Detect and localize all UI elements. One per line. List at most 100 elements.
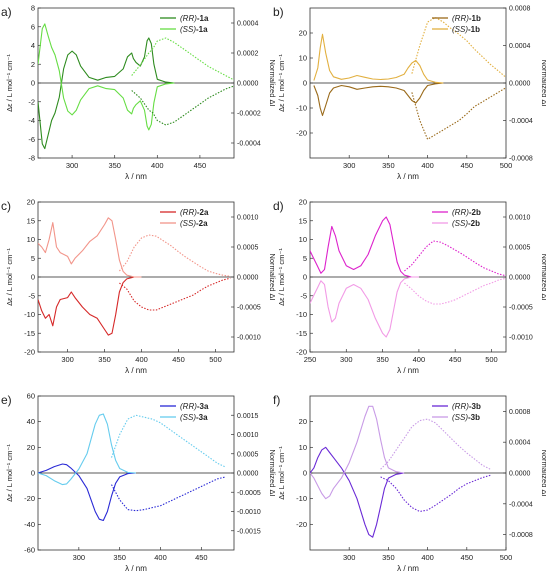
y2-tick-label: 0.0005 bbox=[509, 245, 531, 252]
panel-a: a) 300 350 400 450 -8 -6 -4 -2 0 2 4 6 8 -0.0004 -0.000… bbox=[1, 4, 277, 182]
y2-tick-label: 0.0005 bbox=[237, 245, 259, 252]
y2-tick-label: -0.0008 bbox=[509, 532, 533, 539]
y-tick-label: 0 bbox=[303, 273, 307, 282]
y2-tick-label: -0.0004 bbox=[509, 118, 533, 125]
y-tick-label: 10 bbox=[299, 235, 307, 244]
y2-axis-title: Normalized ΔI bbox=[540, 59, 546, 106]
x-tick-label: 500 bbox=[485, 355, 498, 364]
series-line bbox=[411, 87, 506, 140]
y-tick-label: 10 bbox=[299, 443, 307, 452]
y-tick-label: 0 bbox=[303, 79, 307, 88]
x-axis-title: λ / nm bbox=[125, 366, 147, 375]
x-tick-label: 500 bbox=[209, 355, 222, 364]
series-line bbox=[404, 240, 506, 277]
y2-tick-label: 0.0010 bbox=[237, 432, 259, 439]
y2-tick-label: 0.0000 bbox=[237, 275, 259, 282]
panel-d: d) 250 300 350 400 450 500 -20 -15 -10 -5 0 5 10 15 20 -… bbox=[273, 198, 546, 376]
panel-label: f) bbox=[273, 393, 280, 407]
y-tick-label: -20 bbox=[24, 494, 35, 503]
series-group bbox=[38, 413, 227, 522]
series-line bbox=[111, 476, 226, 512]
x-tick-label: 400 bbox=[151, 161, 164, 170]
y-tick-label: 20 bbox=[299, 29, 307, 38]
x-tick-label: 350 bbox=[98, 355, 111, 364]
y-axis-title: Δε / L mol⁻¹ cm⁻¹ bbox=[277, 248, 286, 306]
legend-entry: (RR)-1a bbox=[180, 14, 209, 23]
y-tick-label: 0 bbox=[303, 469, 307, 478]
panel-f: f) 300 350 400 450 500 -20 -10 0 10 20 -0.0008 -0.00… bbox=[273, 393, 546, 573]
series-line bbox=[310, 446, 405, 538]
x-axis-title: λ / nm bbox=[397, 564, 419, 573]
panel-label: e) bbox=[1, 393, 12, 407]
y2-tick-label: 0.0000 bbox=[237, 81, 259, 88]
legend-entry: (SS)-1b bbox=[452, 25, 480, 34]
x-tick-label: 450 bbox=[461, 553, 474, 562]
y2-tick-label: 0.0000 bbox=[509, 81, 531, 88]
series-group bbox=[310, 216, 506, 338]
y-tick-label: -20 bbox=[296, 520, 307, 529]
legend-entry: (SS)-3b bbox=[452, 413, 480, 422]
legend-entry: (RR)-1b bbox=[452, 14, 481, 23]
series-line bbox=[313, 82, 444, 117]
y2-tick-label: -0.0010 bbox=[237, 335, 261, 342]
x-tick-label: 350 bbox=[376, 355, 389, 364]
series-line bbox=[131, 85, 234, 126]
y2-tick-label: -0.0010 bbox=[237, 509, 261, 516]
series-line bbox=[380, 418, 491, 470]
y-tick-label: 20 bbox=[27, 443, 35, 452]
y-tick-label: 0 bbox=[31, 273, 35, 282]
y2-tick-label: 0.0000 bbox=[509, 471, 531, 478]
y-tick-label: 20 bbox=[27, 198, 35, 207]
y-axis-title: Δε / L mol⁻¹ cm⁻¹ bbox=[5, 444, 14, 502]
y-tick-label: -5 bbox=[28, 291, 35, 300]
series-line bbox=[118, 234, 231, 277]
y-tick-label: -10 bbox=[296, 494, 307, 503]
series-line bbox=[310, 216, 419, 278]
series-group bbox=[38, 23, 234, 150]
legend-entry: (RR)-3a bbox=[180, 402, 209, 411]
y-tick-label: -10 bbox=[296, 104, 307, 113]
series-line bbox=[310, 405, 405, 500]
y-tick-label: 0 bbox=[31, 79, 35, 88]
series-line bbox=[38, 463, 137, 522]
legend-entry: (RR)-2a bbox=[180, 208, 209, 217]
y2-tick-label: -0.0008 bbox=[509, 156, 533, 163]
y-tick-label: 8 bbox=[31, 4, 35, 13]
series-group bbox=[313, 16, 506, 140]
y2-tick-label: 0.0004 bbox=[509, 43, 531, 50]
y-tick-label: -6 bbox=[28, 135, 35, 144]
x-tick-label: 450 bbox=[194, 161, 207, 170]
series-line bbox=[131, 37, 234, 81]
y-tick-label: -20 bbox=[24, 348, 35, 357]
y2-tick-label: 0.0010 bbox=[509, 215, 531, 222]
series-line bbox=[38, 23, 175, 131]
x-tick-label: 400 bbox=[421, 553, 434, 562]
y2-axis-title: Normalized ΔI bbox=[268, 253, 277, 300]
x-axis-title: λ / nm bbox=[125, 564, 147, 573]
series-group bbox=[310, 405, 491, 538]
y2-tick-label: -0.0004 bbox=[509, 501, 533, 508]
series-line bbox=[38, 276, 142, 336]
y-tick-label: 20 bbox=[299, 198, 307, 207]
y2-tick-label: -0.0005 bbox=[237, 490, 261, 497]
x-tick-label: 500 bbox=[500, 161, 513, 170]
x-tick-label: 350 bbox=[382, 161, 395, 170]
y2-axis-title: Normalized ΔI bbox=[540, 253, 546, 300]
x-tick-label: 450 bbox=[449, 355, 462, 364]
y-tick-label: -15 bbox=[296, 329, 307, 338]
legend-entry: (SS)-1a bbox=[180, 25, 208, 34]
y-tick-label: 15 bbox=[299, 216, 307, 225]
x-tick-label: 300 bbox=[73, 553, 86, 562]
y2-tick-label: 0.0008 bbox=[509, 409, 531, 416]
legend-entry: (SS)-2a bbox=[180, 219, 208, 228]
x-axis-title: λ / nm bbox=[125, 172, 147, 181]
y2-tick-label: 0.0000 bbox=[509, 275, 531, 282]
y-tick-label: 60 bbox=[27, 392, 35, 401]
y-tick-label: -15 bbox=[24, 329, 35, 338]
y2-tick-label: -0.0005 bbox=[509, 305, 533, 312]
y-tick-label: 5 bbox=[303, 254, 307, 263]
panel-label: d) bbox=[273, 199, 284, 213]
panel-label: c) bbox=[1, 199, 11, 213]
y2-tick-label: -0.0004 bbox=[237, 141, 261, 148]
